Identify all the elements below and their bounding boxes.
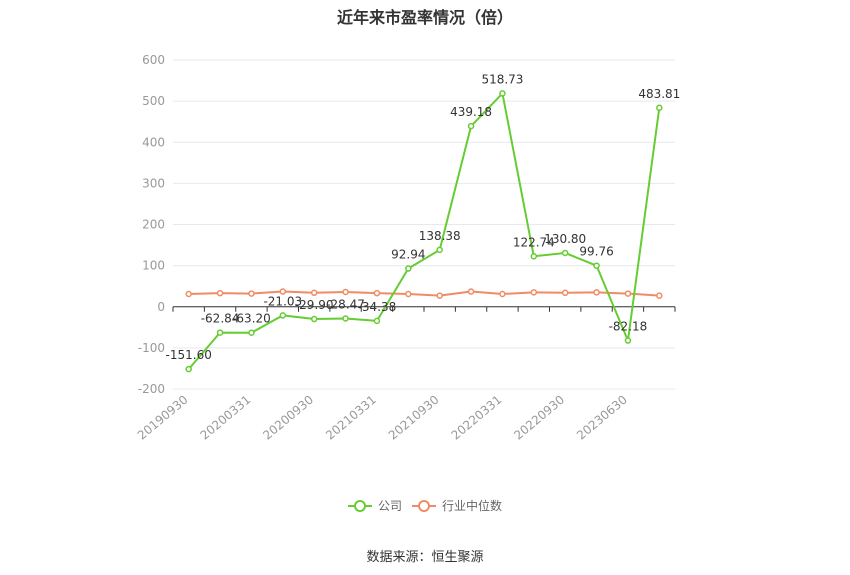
y-tick-label: 500 [142,94,165,108]
legend-label: 公司 [378,499,402,513]
data-point [248,329,255,336]
x-axis: 20190930 20200331 20200930 20210331 20210930… [135,306,676,443]
data-label: -151.60 [166,348,212,362]
data-point [624,337,632,344]
data-point [530,289,538,296]
data-label: 518.73 [481,72,523,86]
data-labels: -151.60 -62.84-63.20 -21.03-29.90-28.47-34… [166,72,681,362]
y-tick-label: 200 [142,218,165,232]
data-point [656,104,663,112]
data-point [561,289,569,297]
data-point [185,365,192,373]
data-point [216,329,224,336]
data-label: -82.18 [609,320,648,334]
legend-item[interactable]: 公司 [348,499,402,513]
data-point [656,292,663,299]
data-point [405,290,412,298]
x-tick-label: 20200331 [198,393,254,443]
x-tick-label: 20230630 [574,393,630,443]
data-point [624,290,632,297]
data-point [310,315,318,323]
x-tick-label: 20210930 [386,393,442,443]
x-tick-label: 20210331 [323,393,379,443]
grid-lines [173,59,675,390]
data-label: 92.94 [391,248,425,262]
series-layer [185,90,663,373]
data-label: 122.74 [513,235,555,249]
data-label: 99.76 [579,245,613,259]
x-tick-label: 20220930 [511,393,567,443]
data-point [185,290,192,298]
data-point [467,122,475,130]
data-point [373,317,381,325]
data-point [279,312,287,319]
data-point [499,90,506,97]
data-label: -29.90 [295,298,334,312]
data-point [561,249,569,257]
y-tick-label: -200 [138,382,165,396]
data-point [373,289,381,297]
legend-swatch-marker [418,500,430,512]
y-tick-label: 300 [142,176,165,190]
data-point [310,289,318,297]
y-tick-label: 400 [142,135,165,149]
data-point [405,265,412,272]
y-tick-label: 0 [157,300,165,314]
data-label: -34.38 [358,300,397,314]
data-label: 439.18 [450,105,492,119]
y-tick-label: -100 [138,341,165,355]
data-point [216,289,224,297]
x-tick-label: 20200930 [260,393,316,443]
data-label: -62.84 [201,312,240,326]
x-tick-label: 20190930 [135,393,191,443]
data-label: -63.20 [232,312,271,326]
data-point [436,292,443,299]
data-point [530,253,538,260]
y-axis-tick-labels: -200 -100 0 100 200 300 400 500 600 [138,53,165,396]
y-tick-label: 600 [142,53,165,67]
data-label: 483.81 [638,87,680,101]
data-point [593,262,600,269]
data-label: 130.80 [544,232,586,246]
chart-title: 近年来市盈率情况（倍） [336,8,513,27]
series-line [188,290,660,297]
data-point [248,290,255,297]
data-point [467,288,475,295]
series-line [187,92,661,370]
legend-item[interactable]: 行业中位数 [412,498,502,513]
data-point [499,290,506,298]
data-label: 138.38 [419,229,461,243]
data-point [436,246,443,254]
data-point [279,288,287,295]
data-source-note: 数据来源：恒生聚源 [366,550,484,565]
legend-swatch-marker [354,500,366,512]
legend-label: 行业中位数 [442,498,502,513]
data-label: -28.47 [326,297,365,311]
data-point [342,315,349,322]
y-tick-label: 100 [142,259,165,273]
data-point [342,288,349,296]
data-point [593,289,600,296]
legend: 公司 行业中位数 [348,498,502,513]
x-tick-label: 20220331 [449,393,505,443]
data-label: -21.03 [263,294,302,308]
